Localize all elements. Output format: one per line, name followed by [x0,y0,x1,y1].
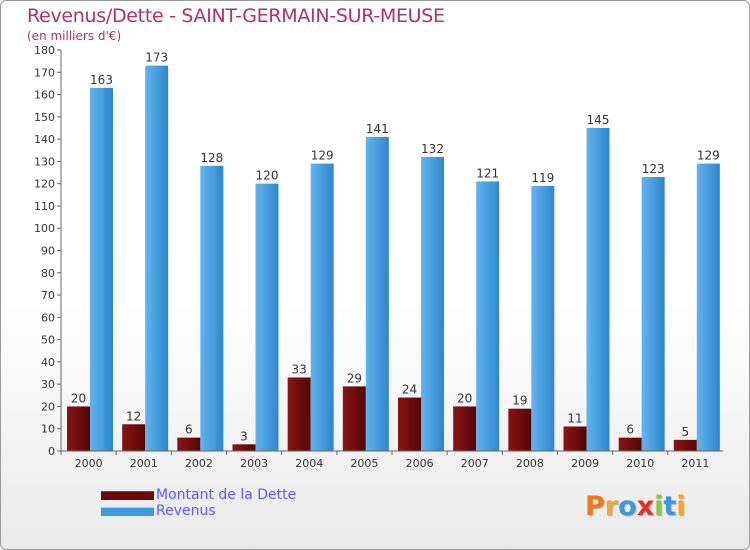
y-tick-label: 140 [34,133,55,146]
bar-dette [673,439,697,451]
y-tick-label: 90 [41,245,55,258]
bar-dette [508,408,532,451]
data-label-revenus: 128 [200,151,223,165]
logo-letter: o [618,491,637,522]
x-tick-label: 2002 [185,457,213,470]
bar-dette [122,424,146,451]
logo-letter: x [636,491,655,522]
bar-revenus [90,87,113,451]
data-label-revenus: 141 [366,122,389,136]
logo-letter: t [663,491,677,522]
data-label-dette: 24 [402,383,417,397]
x-tick-label: 2005 [350,457,378,470]
y-tick-label: 40 [41,356,55,369]
data-label-dette: 12 [126,409,141,423]
legend-swatch-dette [101,491,154,500]
y-tick-label: 100 [34,222,55,235]
bar-revenus [421,156,444,451]
data-label-revenus: 129 [311,149,334,163]
bar-revenus [641,176,665,451]
x-tick-label: 2007 [461,457,489,470]
data-label-dette: 5 [682,425,690,439]
x-tick-label: 2001 [130,457,158,470]
bar-revenus [531,185,555,451]
y-tick-label: 10 [41,423,55,436]
bar-revenus [586,127,610,451]
data-label-revenus: 173 [145,51,168,65]
y-tick-label: 180 [34,44,55,57]
y-tick-label: 130 [34,155,55,168]
x-tick-label: 2006 [406,457,434,470]
data-label-dette: 6 [185,423,193,437]
chart-title: Revenus/Dette - SAINT-GERMAIN-SUR-MEUSE [27,5,445,27]
data-label-dette: 6 [626,423,634,437]
bar-dette [67,406,90,451]
data-label-revenus: 132 [421,142,444,156]
y-tick-label: 160 [34,89,55,102]
y-tick-label: 120 [34,178,55,191]
bar-revenus [145,65,169,451]
bar-dette [453,406,477,451]
x-tick-label: 2004 [295,457,323,470]
data-label-revenus: 129 [697,149,720,163]
proxiti-logo: Proxiti [585,491,686,522]
x-tick-label: 2010 [626,457,654,470]
bar-revenus [696,163,720,451]
data-label-dette: 20 [71,391,86,405]
data-label-dette: 29 [347,371,362,385]
y-tick-label: 50 [41,334,55,347]
data-label-dette: 11 [567,411,582,425]
y-tick-label: 70 [41,289,55,302]
x-tick-label: 2003 [240,457,268,470]
data-label-revenus: 163 [90,73,113,87]
logo-letter: r [604,491,619,522]
x-tick-label: 2000 [75,457,103,470]
y-tick-label: 0 [48,445,55,458]
x-tick-label: 2011 [681,457,709,470]
bar-dette [618,437,642,451]
logo-letter: P [585,491,605,522]
bar-dette [563,426,587,451]
legend-label-dette: Montant de la Dette [156,487,297,503]
bar-dette [342,386,366,451]
legend-swatch-revenus [101,507,154,516]
x-tick-label: 2008 [516,457,544,470]
bar-dette [398,397,421,451]
bar-revenus [255,183,279,451]
y-tick-label: 170 [34,66,55,79]
y-tick-label: 80 [41,267,55,280]
y-tick-label: 150 [34,111,55,124]
bar-revenus [476,181,500,451]
data-label-dette: 19 [512,394,527,408]
bar-revenus [200,165,224,451]
legend-label-revenus: Revenus [156,503,216,519]
logo-letter: i [654,491,664,522]
data-label-dette: 33 [292,362,307,376]
data-label-dette: 3 [240,429,248,443]
y-tick-label: 30 [41,378,55,391]
bar-revenus [365,136,389,451]
data-label-dette: 20 [457,391,472,405]
chart-subtitle: (en milliers d'€) [27,29,122,43]
data-label-revenus: 123 [642,162,665,176]
data-label-revenus: 145 [587,113,610,127]
bar-dette [232,444,256,451]
data-label-revenus: 119 [531,171,554,185]
bar-dette [287,377,311,451]
data-label-revenus: 120 [256,169,279,183]
bar-revenus [310,163,334,451]
y-tick-label: 60 [41,311,55,324]
data-label-revenus: 121 [476,166,499,180]
y-tick-label: 20 [41,400,55,413]
y-tick-label: 110 [34,200,55,213]
x-tick-label: 2009 [571,457,599,470]
logo-letter: i [676,491,686,522]
bar-dette [177,437,201,451]
